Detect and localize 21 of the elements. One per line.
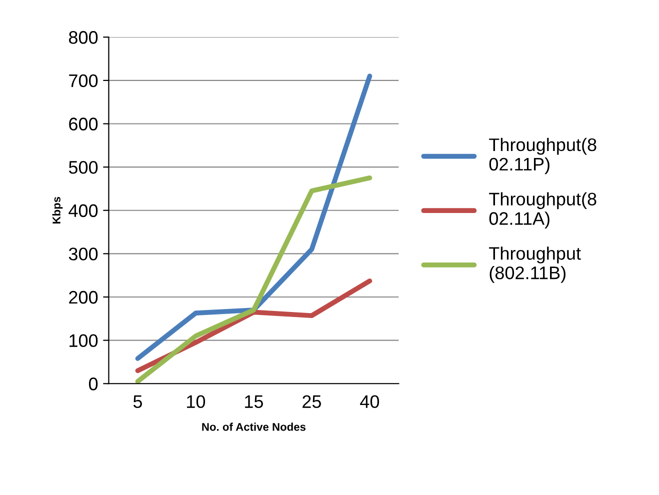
y-tick-label: 400 (68, 204, 98, 218)
legend-label: Throughput(8 02.11A) (489, 192, 596, 229)
y-tick-label: 0 (88, 378, 98, 390)
x-tick-label: 15 (245, 395, 263, 408)
y-tick-label: 800 (68, 31, 98, 44)
x-tick-label: 25 (302, 395, 321, 408)
y-tick-label: 100 (70, 334, 98, 348)
x-tick-label: 40 (360, 395, 380, 408)
line-series (135, 175, 372, 384)
y-tick-label: 600 (69, 118, 98, 130)
x-axis-title: No. of Active Nodes (202, 422, 306, 431)
y-tick-label: 200 (69, 290, 98, 304)
legend-label: Throughput (802.11B) (489, 246, 581, 283)
y-tick-label: 700 (69, 74, 98, 88)
y-tick-label: 500 (68, 160, 98, 174)
y-tick-label: 300 (68, 248, 98, 260)
legend-label: Throughput(8 02.11P) (489, 138, 596, 174)
y-axis-title: Kbps (52, 196, 63, 224)
line-series (135, 74, 372, 361)
x-tick-label: 10 (187, 395, 206, 408)
x-tick-label: 5 (133, 395, 142, 408)
